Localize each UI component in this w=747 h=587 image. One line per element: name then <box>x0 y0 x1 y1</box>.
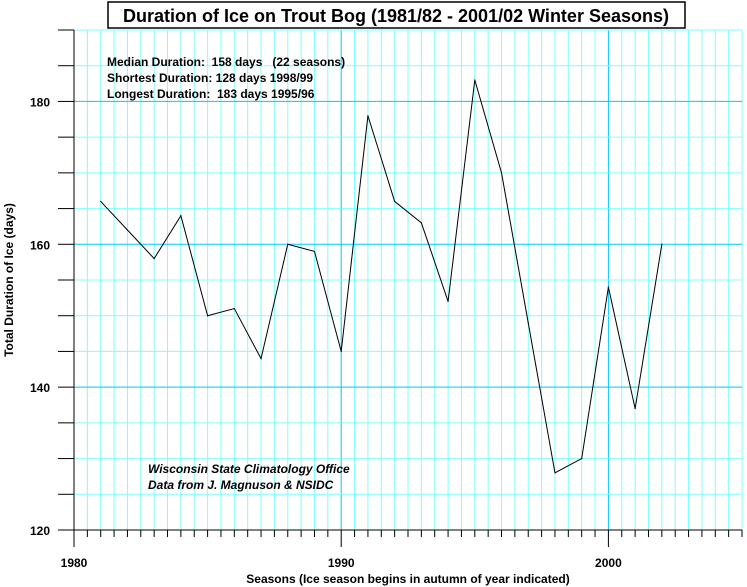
data-point <box>447 300 449 303</box>
x-tick-label: 1980 <box>61 556 88 570</box>
data-point <box>100 200 102 203</box>
credit-office: Wisconsin State Climatology Office <box>148 462 350 476</box>
stats-longest: Longest Duration: 183 days 1995/96 <box>107 87 315 101</box>
title-box <box>107 1 686 29</box>
x-tick-label: 2000 <box>595 556 622 570</box>
data-point <box>180 215 182 217</box>
data-point <box>394 200 396 203</box>
data-point <box>527 322 529 324</box>
data-point <box>500 172 503 174</box>
series-line <box>100 79 663 474</box>
y-tick-label: 120 <box>30 524 50 538</box>
data-point <box>554 472 556 474</box>
data-point <box>661 243 663 245</box>
data-point <box>207 315 209 317</box>
data-point <box>474 79 476 81</box>
data-point <box>634 407 636 410</box>
stats-median: Median Duration: 158 days (22 seasons) <box>107 55 345 69</box>
data-point <box>313 250 316 253</box>
axes: 120 140 160 180 1980 1990 2000 <box>30 29 743 570</box>
x-tick-label: 1990 <box>328 556 355 570</box>
data-point <box>126 229 129 231</box>
data-point <box>420 222 422 224</box>
y-tick-label: 140 <box>30 381 50 395</box>
data-point <box>581 457 583 460</box>
series <box>100 79 663 474</box>
x-axis-label: Seasons (Ice season begins in autumn of … <box>246 572 569 586</box>
y-tick-label: 160 <box>30 238 50 252</box>
data-point <box>260 357 262 360</box>
data-point <box>233 307 235 310</box>
data-point <box>367 115 369 117</box>
data-point <box>340 350 342 353</box>
data-point <box>607 286 610 288</box>
data-point <box>153 257 155 260</box>
chart-title: Duration of Ice on Trout Bog (1981/82 - … <box>123 6 669 26</box>
credit-source: Data from J. Magnuson & NSIDC <box>148 478 334 492</box>
stats-shortest: Shortest Duration: 128 days 1998/99 <box>107 71 313 85</box>
data-point <box>287 243 289 245</box>
grid <box>74 29 743 530</box>
y-tick-label: 180 <box>30 95 50 109</box>
y-axis-label: Total Duration of Ice (days) <box>2 203 16 357</box>
